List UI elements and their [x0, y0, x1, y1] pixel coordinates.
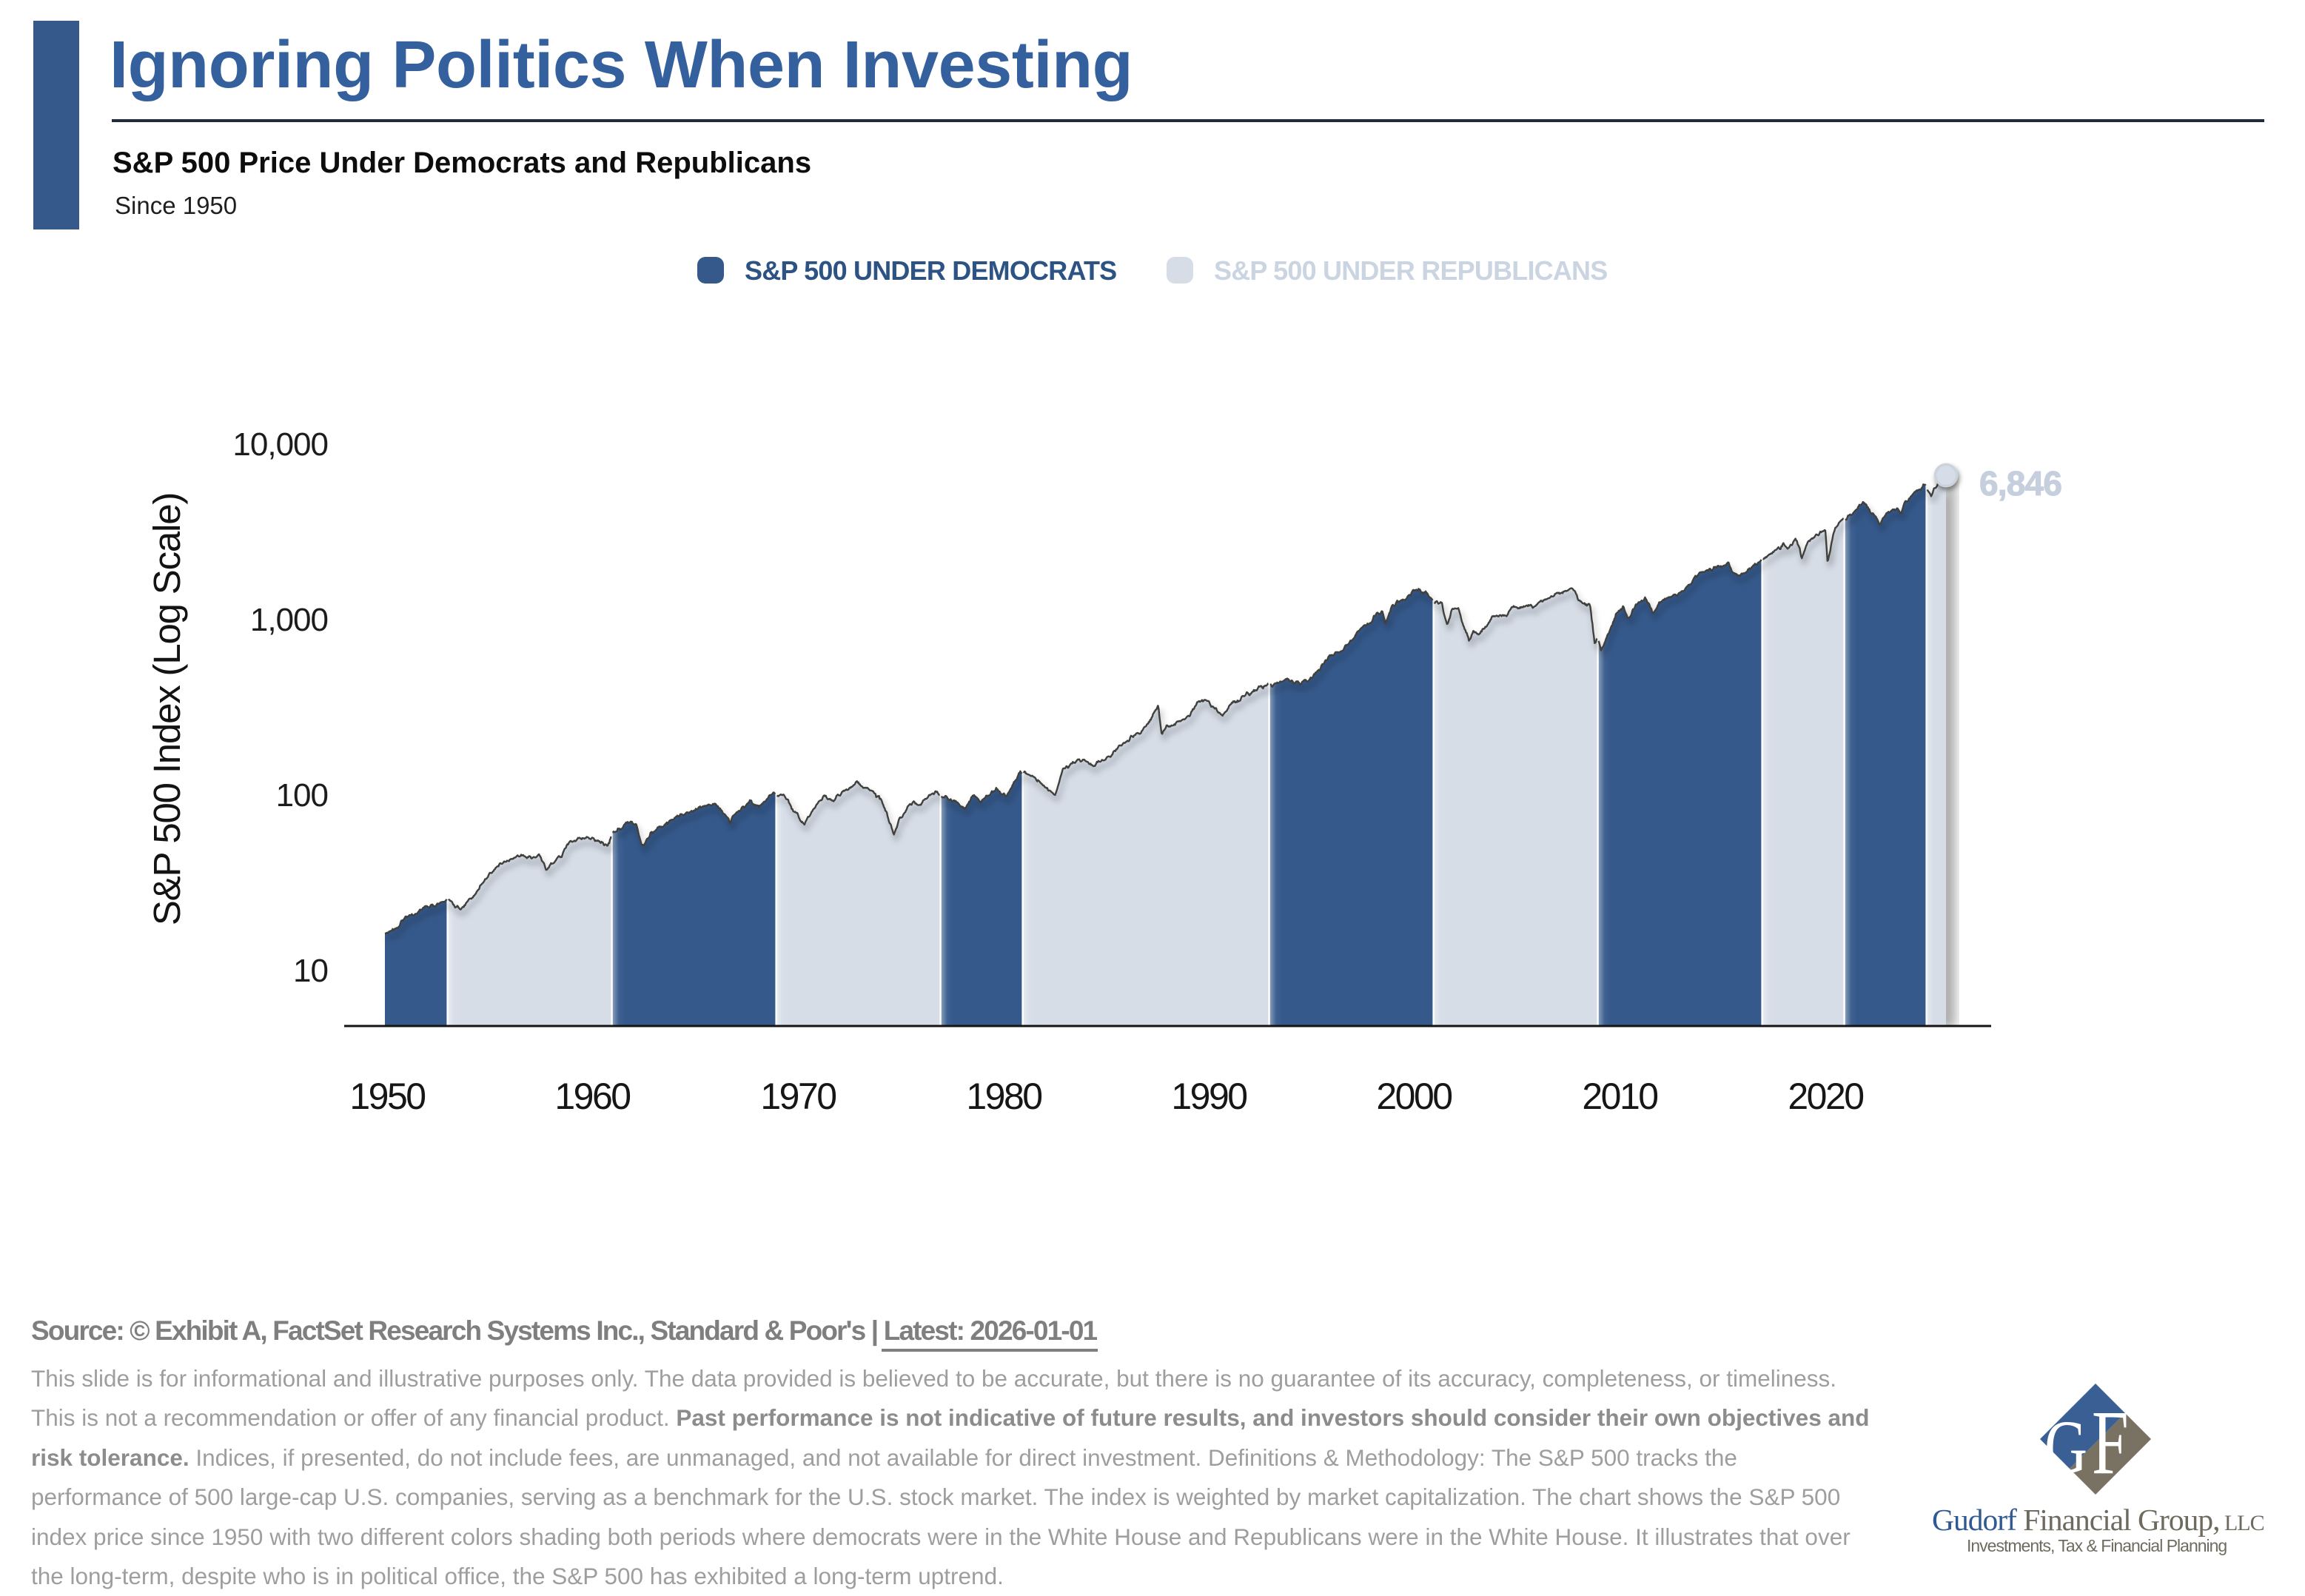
- svg-text:F: F: [2092, 1392, 2129, 1494]
- svg-text:Gudorf Financial Group, LLC: Gudorf Financial Group, LLC: [1932, 1503, 2264, 1537]
- svg-text:G: G: [2044, 1405, 2087, 1489]
- svg-text:S&P 500 Index (Log Scale): S&P 500 Index (Log Scale): [146, 493, 188, 925]
- svg-text:Investments, Tax & Financial P: Investments, Tax & Financial Planning: [1967, 1536, 2227, 1555]
